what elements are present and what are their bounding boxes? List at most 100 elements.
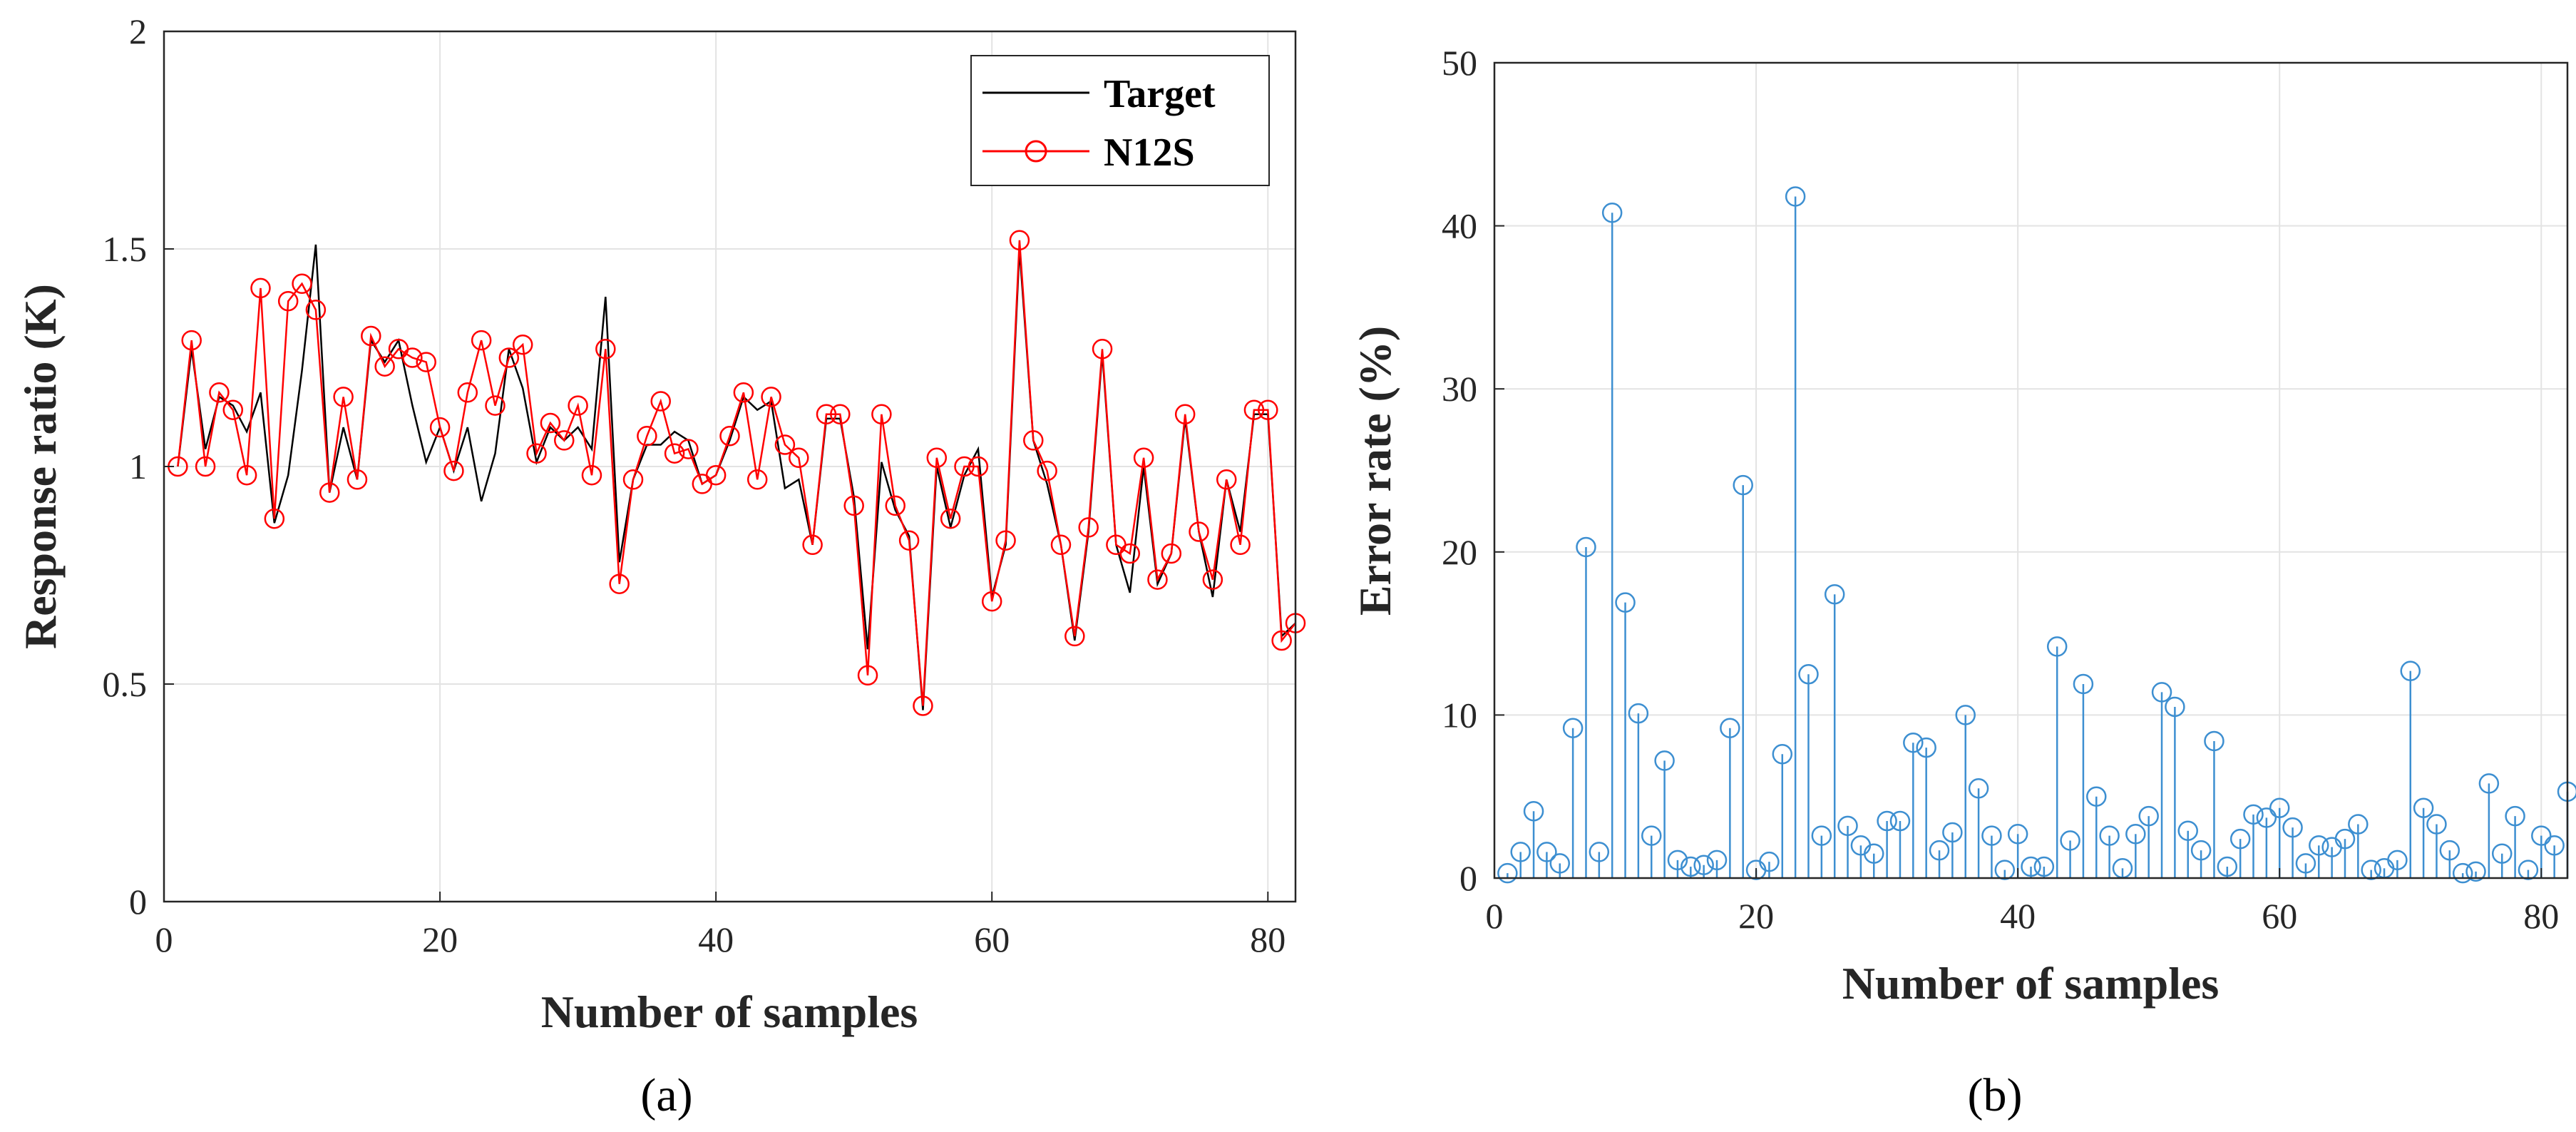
series-n12s-point bbox=[361, 325, 381, 347]
series-n12s-line bbox=[177, 240, 1296, 706]
error-stem-marker bbox=[1864, 843, 1884, 864]
error-stem-marker bbox=[2334, 828, 2356, 850]
series-n12s-point bbox=[1202, 569, 1223, 590]
error-stem-marker bbox=[1497, 862, 1518, 884]
series-n12s-point bbox=[195, 456, 216, 477]
series-n12s-point bbox=[347, 469, 368, 490]
error-stem-marker bbox=[1877, 810, 1897, 832]
error-stem-marker bbox=[2465, 861, 2486, 882]
error-stem-marker bbox=[1824, 583, 1845, 605]
error-stem-marker bbox=[1706, 850, 1728, 871]
error-stem-marker bbox=[1536, 842, 1557, 862]
series-n12s-point bbox=[926, 447, 948, 469]
panel-a-ticks: 0 20 40 60 80 0 0.5 1 1.5 2 bbox=[103, 11, 1286, 959]
error-stem-marker bbox=[2073, 673, 2094, 695]
panel-a-y-axis-label: Response ratio (K) bbox=[15, 284, 66, 649]
series-n12s-point bbox=[416, 352, 436, 372]
error-stem-marker bbox=[1523, 801, 1544, 822]
series-n12s-point bbox=[374, 356, 395, 377]
series-n12s-point bbox=[429, 417, 451, 438]
error-stem-marker bbox=[2361, 860, 2381, 880]
series-n12s-point bbox=[402, 347, 423, 368]
error-stem-marker bbox=[2452, 862, 2473, 884]
series-n12s-point bbox=[1009, 230, 1030, 251]
error-stem-marker bbox=[2007, 824, 2028, 845]
error-stem-marker bbox=[1654, 750, 1675, 771]
error-stem-marker bbox=[2478, 773, 2500, 794]
error-stem-marker bbox=[1798, 664, 1819, 685]
error-stem-marker bbox=[2099, 825, 2120, 846]
panel-b-y-axis-label: Error rate (%) bbox=[1350, 326, 1400, 616]
panel-b-y-tick-label: 50 bbox=[1442, 43, 1477, 83]
series-n12s-point bbox=[1258, 399, 1278, 420]
error-stem-marker bbox=[1693, 855, 1714, 875]
error-stem-marker bbox=[1837, 815, 1858, 837]
series-n12s-point bbox=[443, 460, 464, 481]
series-n12s-point bbox=[664, 443, 685, 464]
series-n12s-point bbox=[581, 464, 602, 486]
legend-n12s-label: N12S bbox=[1104, 131, 1195, 175]
panel-a-legend: Target N12S bbox=[970, 55, 1270, 186]
error-stem-marker bbox=[1615, 592, 1636, 613]
error-stem-marker bbox=[2413, 797, 2434, 818]
error-stem-marker bbox=[1562, 718, 1584, 738]
error-stem-marker bbox=[2387, 850, 2408, 871]
panel-a-x-axis-label: Number of samples bbox=[541, 986, 918, 1037]
panel-b-x-axis-label: Number of samples bbox=[1842, 958, 2220, 1009]
error-stem-marker bbox=[1903, 733, 1924, 753]
series-n12s-point bbox=[885, 495, 905, 516]
series-n12s-point bbox=[319, 482, 340, 503]
series-n12s-point bbox=[678, 439, 699, 459]
error-stem-marker bbox=[2138, 805, 2159, 827]
panel-b-y-tick-label: 10 bbox=[1442, 695, 1477, 735]
panel-b-stems bbox=[1497, 186, 2576, 884]
series-n12s-point bbox=[1216, 469, 1237, 490]
panel-a-caption: (a) bbox=[640, 1069, 692, 1121]
series-n12s-point bbox=[968, 456, 989, 477]
error-stem-marker bbox=[2060, 830, 2080, 851]
panel-b-y-tick-label: 20 bbox=[1442, 532, 1477, 572]
error-stem-marker bbox=[1889, 810, 1911, 832]
panel-a-y-tick-label: 1.5 bbox=[103, 229, 148, 269]
series-n12s-point bbox=[1174, 404, 1196, 425]
panel-a-y-tick-label: 2 bbox=[129, 11, 147, 51]
error-stem-marker bbox=[1720, 718, 1740, 738]
series-n12s-point bbox=[816, 404, 837, 425]
series-n12s-point bbox=[1161, 543, 1182, 564]
series-n12s-point bbox=[1119, 543, 1141, 564]
error-stem-marker bbox=[1929, 840, 1950, 861]
series-n12s-point bbox=[622, 469, 644, 490]
error-stem-marker bbox=[1772, 744, 1793, 765]
series-n12s-point bbox=[995, 530, 1016, 551]
error-stem-marker bbox=[2177, 820, 2198, 841]
series-n12s-point bbox=[940, 508, 961, 529]
series-n12s-point bbox=[264, 508, 285, 529]
series-n12s-point bbox=[333, 387, 354, 407]
error-stem-marker bbox=[2269, 797, 2290, 818]
error-stem-marker bbox=[2046, 636, 2068, 657]
error-stem-marker bbox=[1968, 778, 1989, 799]
error-stem-marker bbox=[2086, 786, 2107, 807]
panel-b-axes-box bbox=[1493, 61, 2569, 879]
error-stem-marker bbox=[2243, 804, 2264, 825]
error-stem-marker bbox=[2295, 853, 2316, 874]
error-stem-marker bbox=[1981, 825, 2002, 846]
series-n12s-point bbox=[1243, 399, 1265, 420]
error-stem-marker bbox=[2190, 840, 2212, 861]
series-n12s-point bbox=[1133, 447, 1154, 469]
series-n12s-point bbox=[981, 591, 1002, 612]
legend-target-label: Target bbox=[1104, 72, 1216, 116]
error-stem-marker bbox=[1667, 850, 1688, 871]
panel-a-y-tick-label: 0.5 bbox=[103, 664, 148, 704]
error-stem-marker bbox=[2217, 856, 2238, 877]
series-n12s-point bbox=[1092, 339, 1113, 360]
series-n12s-point bbox=[526, 443, 547, 464]
panel-b-caption: (b) bbox=[1968, 1069, 2023, 1121]
error-stem-marker bbox=[1549, 853, 1571, 874]
error-stem-marker bbox=[2165, 696, 2185, 718]
error-stem-marker bbox=[2348, 814, 2369, 835]
panel-a-y-tick-label: 1 bbox=[129, 447, 147, 486]
error-stem-marker bbox=[1733, 474, 1753, 496]
series-n12s-point bbox=[913, 695, 933, 716]
panel-a-x-tick-label: 40 bbox=[698, 919, 734, 959]
